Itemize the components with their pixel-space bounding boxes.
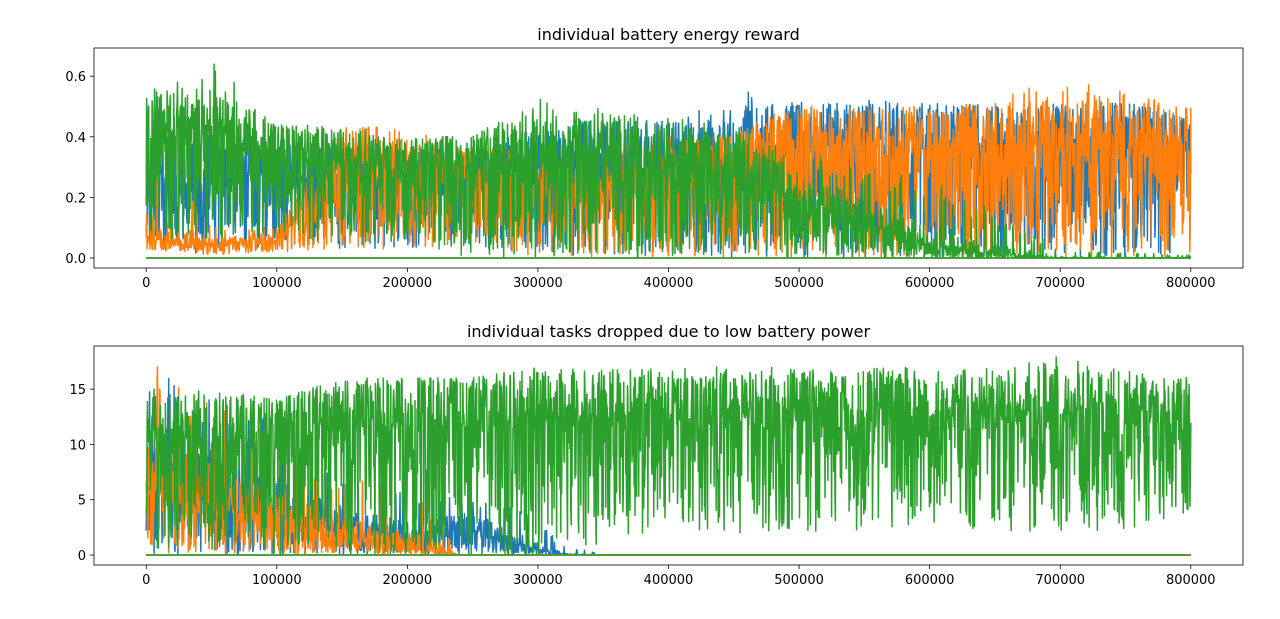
x-tick-label: 0: [142, 573, 150, 588]
plot-area-1: [145, 63, 1192, 259]
x-tick-label: 100000: [252, 276, 302, 291]
x-tick-label: 800000: [1166, 276, 1216, 291]
x-tick-label: 400000: [644, 573, 694, 588]
y-tick-label: 0.6: [65, 70, 86, 85]
x-tick-label: 400000: [644, 276, 694, 291]
x-tick-label: 100000: [252, 573, 302, 588]
y-tick-label: 0.2: [65, 191, 86, 206]
x-tick-label: 0: [142, 276, 150, 291]
x-tick-label: 200000: [383, 276, 433, 291]
chart-panel-2: 0 100000 200000 300000 400000 500000 600000 700…: [69, 322, 1244, 588]
chart-title: individual tasks dropped due to low batt…: [467, 322, 871, 341]
y-tick-label: 10: [69, 438, 86, 453]
x-tick-label: 300000: [513, 276, 563, 291]
x-tick-label: 300000: [513, 573, 563, 588]
y-tick-label: 15: [69, 383, 86, 398]
x-tick-label: 200000: [383, 573, 433, 588]
chart-panel-1: 0 100000 200000 300000 400000 500000 600000 700…: [65, 25, 1244, 291]
y-tick-label: 0.4: [65, 131, 86, 146]
x-tick-label: 500000: [774, 276, 824, 291]
plot-area-2: [145, 356, 1192, 556]
x-tick-label: 600000: [905, 573, 955, 588]
x-tick-label: 600000: [905, 276, 955, 291]
x-tick-label: 700000: [1035, 573, 1085, 588]
y-tick-label: 5: [78, 494, 86, 509]
series-line-3: [145, 63, 1192, 259]
y-tick-label: 0.0: [65, 252, 86, 267]
x-tick-label: 700000: [1035, 276, 1085, 291]
x-tick-label: 500000: [774, 573, 824, 588]
chart-title: individual battery energy reward: [537, 25, 799, 44]
series-line-3: [145, 356, 1192, 556]
y-tick-label: 0: [78, 549, 86, 564]
x-tick-label: 800000: [1166, 573, 1216, 588]
